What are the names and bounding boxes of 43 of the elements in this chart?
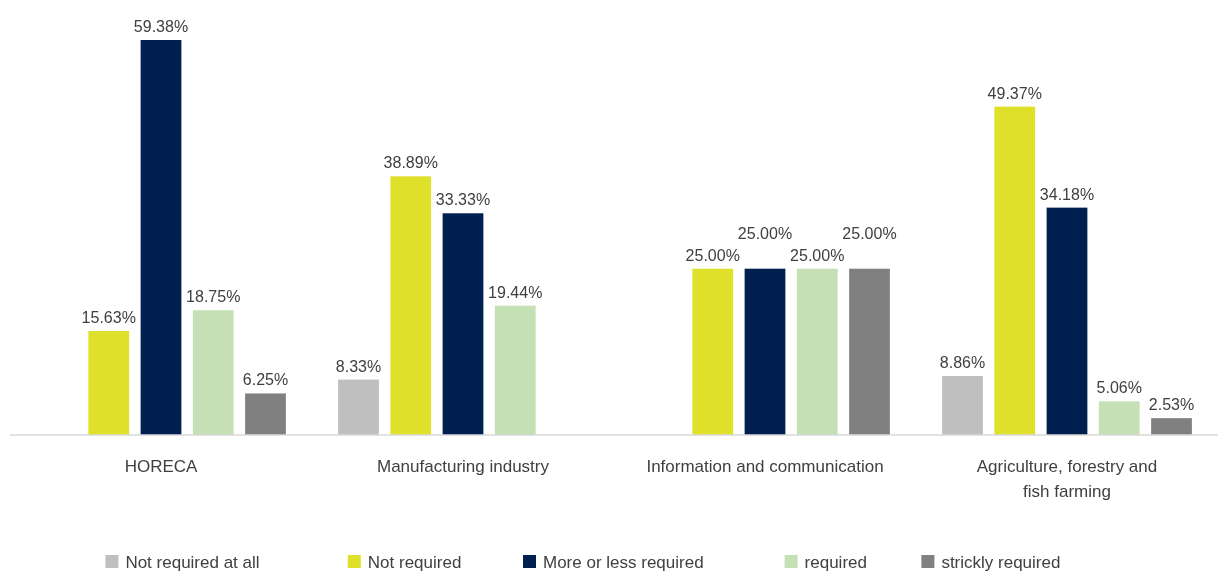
- bar: [88, 331, 130, 435]
- data-label: 15.63%: [81, 309, 136, 327]
- x-tick-label: HORECA: [124, 457, 199, 476]
- bar: [796, 268, 838, 435]
- legend-label: strickly required: [941, 553, 1061, 572]
- data-label: 38.89%: [383, 154, 438, 172]
- bar: [192, 310, 234, 435]
- data-label: 8.86%: [939, 354, 986, 372]
- x-tick-label: Manufacturing industry: [377, 457, 550, 476]
- bar: [245, 393, 286, 435]
- bar: [744, 268, 786, 435]
- x-tick-label: Agriculture, forestry and fish farming: [976, 457, 1158, 501]
- bar: [1098, 401, 1140, 435]
- data-label: 5.06%: [1096, 379, 1142, 397]
- data-label: 25.00%: [737, 224, 793, 242]
- data-label: 34.18%: [1039, 185, 1095, 203]
- bar: [994, 106, 1036, 435]
- data-label: 8.33%: [335, 357, 382, 375]
- data-label: 6.25%: [242, 371, 289, 389]
- data-label: 19.44%: [488, 283, 543, 301]
- data-label: 25.00%: [685, 246, 740, 264]
- data-label: 2.53%: [1148, 396, 1195, 414]
- bar: [140, 40, 182, 435]
- bar: [942, 376, 983, 435]
- bar: [692, 268, 734, 435]
- data-label: 33.33%: [435, 191, 491, 209]
- data-label: 25.00%: [842, 224, 897, 242]
- data-label: 49.37%: [987, 84, 1042, 102]
- data-label: 18.75%: [186, 288, 241, 306]
- data-label: 25.00%: [790, 246, 845, 264]
- legend-label: Not required: [367, 553, 462, 572]
- data-label: 59.38%: [133, 18, 189, 35]
- bar: [442, 213, 484, 435]
- bar: [1151, 418, 1192, 435]
- bar: [338, 379, 379, 435]
- legend-label: Not required at all: [125, 553, 260, 572]
- legend-label: required: [804, 553, 867, 572]
- bar: [1046, 207, 1088, 435]
- bar: [849, 268, 890, 435]
- bar: [494, 305, 536, 435]
- legend-label: More or less required: [543, 553, 704, 572]
- bar: [390, 176, 432, 435]
- x-tick-label: Information and communication: [646, 457, 884, 476]
